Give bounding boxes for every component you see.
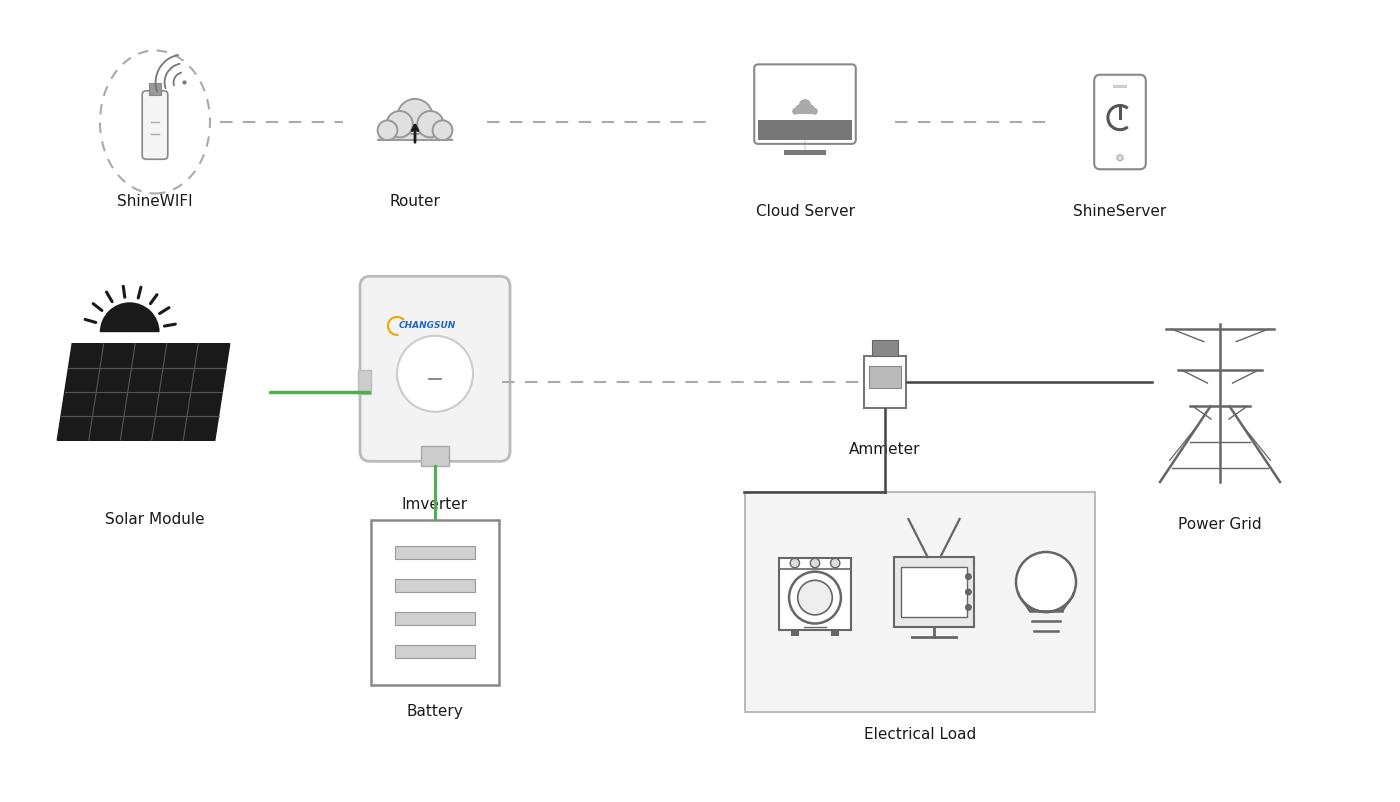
Bar	[395, 645, 475, 658]
Bar	[745, 492, 1095, 712]
Circle shape	[417, 111, 444, 137]
Circle shape	[792, 107, 799, 115]
Circle shape	[965, 589, 972, 596]
Text: CHANGSUN: CHANGSUN	[399, 322, 455, 330]
Bar	[902, 567, 967, 618]
Circle shape	[433, 120, 452, 140]
Bar	[792, 111, 818, 115]
Bar	[759, 119, 851, 140]
Bar	[864, 356, 906, 408]
Circle shape	[798, 581, 832, 615]
Bar	[791, 629, 799, 636]
Bar	[371, 520, 498, 684]
Bar	[895, 557, 974, 627]
Text: Router: Router	[389, 194, 441, 209]
Text: Ammeter: Ammeter	[850, 442, 921, 457]
Circle shape	[790, 558, 799, 568]
Bar	[778, 558, 851, 630]
Circle shape	[398, 99, 433, 134]
Text: Battery: Battery	[406, 704, 463, 719]
Text: Power Grid: Power Grid	[1179, 517, 1261, 532]
FancyBboxPatch shape	[360, 277, 510, 461]
Circle shape	[790, 572, 841, 623]
Bar	[872, 340, 897, 356]
Circle shape	[965, 604, 972, 611]
Circle shape	[806, 104, 815, 113]
Text: Cloud Server: Cloud Server	[756, 204, 854, 219]
Circle shape	[799, 99, 811, 111]
Text: Electrical Load: Electrical Load	[864, 727, 976, 742]
Bar	[358, 370, 371, 394]
Bar	[150, 83, 161, 95]
Bar	[869, 367, 902, 388]
Bar	[421, 446, 449, 466]
Text: Imverter: Imverter	[402, 497, 468, 512]
Text: ShineWIFI: ShineWIFI	[118, 194, 193, 209]
Bar	[395, 612, 475, 625]
Circle shape	[386, 111, 413, 137]
Circle shape	[830, 558, 840, 568]
Polygon shape	[57, 344, 230, 440]
Text: ShineServer: ShineServer	[1074, 204, 1166, 219]
Bar	[395, 579, 475, 592]
Circle shape	[965, 573, 972, 580]
Bar	[832, 629, 839, 636]
Circle shape	[811, 107, 818, 115]
Circle shape	[1117, 155, 1123, 160]
Circle shape	[398, 336, 473, 411]
Bar	[1113, 84, 1127, 88]
Text: Solar Module: Solar Module	[105, 512, 204, 527]
Bar	[784, 150, 826, 156]
Circle shape	[811, 558, 819, 568]
Polygon shape	[1021, 597, 1071, 610]
FancyBboxPatch shape	[1095, 75, 1145, 169]
Circle shape	[795, 104, 804, 113]
Bar	[395, 546, 475, 559]
Circle shape	[1016, 552, 1077, 612]
Bar	[1021, 582, 1072, 597]
FancyBboxPatch shape	[143, 91, 168, 160]
Circle shape	[378, 120, 398, 140]
Bar	[378, 130, 452, 140]
FancyBboxPatch shape	[755, 64, 855, 144]
Wedge shape	[99, 302, 160, 332]
